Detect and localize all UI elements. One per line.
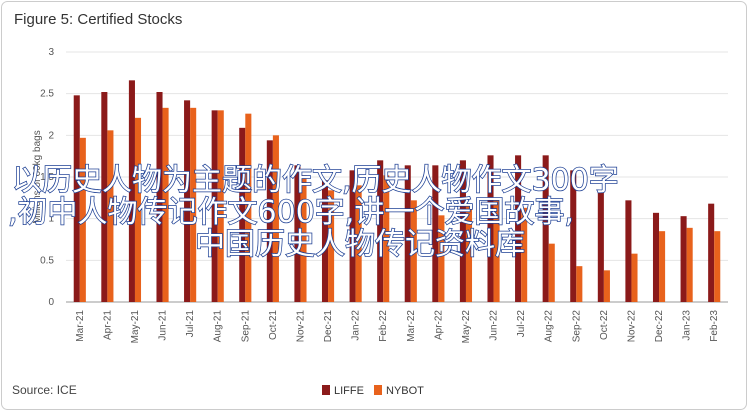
bar [714, 231, 721, 302]
y-tick-label: 0 [48, 297, 54, 308]
bar [377, 160, 384, 302]
x-tick-label: Dec-21 [323, 310, 334, 343]
bar [300, 175, 307, 302]
y-tick-label: 0.5 [40, 255, 54, 266]
x-tick-label: Dec-22 [654, 310, 665, 343]
bar [217, 110, 224, 302]
x-tick-label: Jul-21 [185, 310, 196, 338]
chart-title: Figure 5: Certified Stocks [14, 11, 182, 28]
x-tick-label: Jul-22 [516, 310, 527, 338]
x-tick-label: Oct-21 [268, 310, 279, 340]
x-tick-label: Jan-22 [351, 310, 362, 341]
bar [245, 113, 252, 303]
x-tick-label: Feb-23 [709, 310, 720, 342]
x-tick-label: Apr-21 [102, 310, 113, 340]
bar [107, 130, 114, 302]
legend-swatch [374, 385, 382, 395]
bar [410, 200, 417, 302]
bar [597, 190, 604, 302]
bar [548, 243, 555, 302]
bar [162, 107, 169, 302]
y-tick-label: 3 [48, 47, 54, 58]
x-tick-label: Mar-21 [75, 310, 86, 342]
x-tick-label: Apr-22 [433, 310, 444, 340]
x-tick-label: Jun-22 [489, 310, 500, 341]
y-axis-label: Millions of 60kg bags [32, 130, 43, 223]
bar [211, 110, 218, 302]
x-tick-label: Oct-22 [599, 310, 610, 340]
y-tick-label: 1 [48, 214, 54, 225]
bar [239, 127, 246, 302]
bar [515, 155, 522, 302]
bar [465, 205, 473, 302]
bar [79, 137, 86, 302]
x-tick-label: Sep-21 [240, 310, 251, 343]
x-tick-label: Jan-23 [682, 310, 693, 341]
bar [708, 203, 715, 302]
bar [680, 216, 687, 302]
bar [625, 200, 632, 302]
legend-label: NYBOT [386, 385, 424, 397]
legend: LIFFE NYBOT [322, 385, 424, 397]
bar [349, 170, 356, 302]
bar [294, 165, 301, 302]
bar [321, 180, 329, 302]
source: Source: ICE [12, 383, 77, 397]
bar [266, 140, 273, 302]
bar [73, 95, 80, 302]
bar [438, 215, 445, 302]
bar [134, 117, 142, 302]
y-tick-label: 2 [48, 130, 54, 141]
x-tick-label: May-22 [461, 310, 472, 344]
plot: 0 0.5 1 1.5 2 2.5 3 Mar-21 Apr-21 May-21 Jun-21 Jul… [40, 47, 728, 343]
x-tick-label: Feb-22 [378, 310, 389, 342]
x-tick-label: Mar-22 [406, 310, 417, 342]
x-tick-label: Aug-21 [213, 310, 224, 343]
bar [686, 227, 693, 302]
bar [184, 100, 191, 302]
x-tick-label: Nov-21 [295, 310, 306, 343]
bar [190, 107, 197, 302]
bar [631, 253, 638, 302]
bar [570, 170, 577, 302]
bar [355, 185, 362, 302]
bar [128, 80, 135, 302]
bar [542, 155, 549, 302]
legend-label: LIFFE [334, 385, 364, 397]
x-tick-label: May-21 [130, 310, 141, 344]
y-tick-label: 2.5 [40, 89, 54, 100]
bar [328, 190, 335, 302]
x-tick-label: Aug-22 [544, 310, 555, 343]
bar [652, 212, 660, 302]
overlay-text: ,初中人物传记作文600字,讲一个爱国故事, [8, 195, 574, 230]
bar [487, 155, 494, 302]
bar [659, 231, 666, 302]
overlay-text: 中国历史人物传记资料库 [195, 227, 525, 262]
bar [101, 92, 108, 302]
bar [459, 160, 466, 302]
y-tick-label: 1.5 [40, 172, 54, 183]
bar [603, 270, 610, 302]
x-tick-label: Jun-21 [158, 310, 169, 341]
bar [404, 165, 411, 302]
bar [576, 266, 583, 302]
legend-swatch [322, 385, 330, 395]
x-tick-label: Nov-22 [626, 310, 637, 343]
bar [432, 165, 439, 302]
overlay-text: 以历史人物为主题的作文,历史人物作文300字 [12, 163, 619, 198]
bar [383, 175, 390, 302]
bar [521, 207, 528, 302]
bar [493, 200, 500, 302]
x-tick-label: Sep-22 [571, 310, 582, 343]
bar [272, 135, 279, 302]
bar [156, 92, 163, 302]
